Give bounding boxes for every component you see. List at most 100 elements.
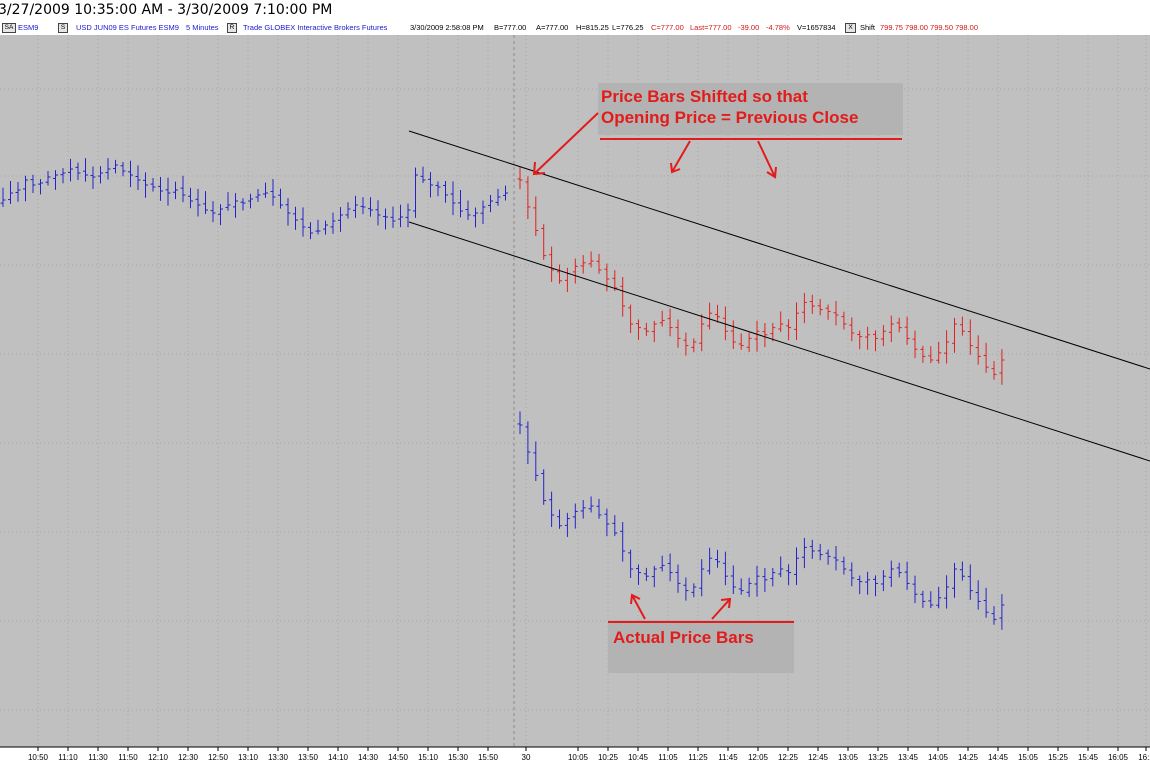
ohlc-bar-actual [715, 549, 720, 568]
ohlc-bar-actual [541, 469, 547, 505]
ohlc-bar-actual [248, 193, 253, 209]
ohlc-bar-actual [557, 509, 562, 529]
annotation-arrows-actual [630, 593, 732, 620]
ohlc-bar-actual [628, 549, 634, 578]
current-session-bars [517, 411, 1005, 630]
ohlc-bar-actual [880, 570, 886, 592]
ohlc-bar-actual [849, 562, 855, 587]
ohlc-bar-actual [967, 564, 973, 600]
ohlc-bar-actual [68, 158, 73, 182]
x-tick-label: 14:25 [958, 753, 979, 762]
ohlc-bar-actual [730, 565, 736, 595]
ohlc-bar-shifted [999, 349, 1005, 385]
ohlc-bar-actual [135, 165, 141, 190]
ohlc-bar-shifted [983, 342, 989, 373]
ohlc-bar-actual [255, 188, 261, 202]
high-text: H=815.25 [576, 23, 609, 32]
ohlc-bar-shifted [746, 332, 752, 352]
ohlc-bar-shifted [770, 322, 776, 342]
shift-label: Shift [860, 23, 876, 32]
ohlc-bar-actual [991, 606, 997, 625]
close-box[interactable]: X [845, 23, 856, 33]
x-tick-label: 14:50 [388, 753, 409, 762]
ohlc-bar-shifted [691, 338, 697, 353]
ohlc-bar-actual [612, 515, 618, 537]
ohlc-bar-shifted [857, 330, 863, 350]
x-tick-label: 14:10 [328, 753, 349, 762]
ohlc-bar-shifted [517, 166, 523, 190]
ohlc-bar-shifted [936, 341, 942, 364]
ohlc-bar-shifted [888, 315, 894, 343]
ohlc-bar-actual [285, 198, 291, 226]
ohlc-bar-actual [596, 498, 602, 519]
x-tick-label: 14:45 [988, 753, 1009, 762]
ohlc-bar-actual [443, 180, 448, 203]
last-text: Last=777.00 [690, 23, 732, 32]
shift-values: 799.75 798.00 799.50 798.00 [880, 23, 979, 32]
x-tick-label: 12:50 [208, 753, 229, 762]
x-tick-label: 10:50 [28, 753, 49, 762]
ohlc-bar-actual [338, 207, 343, 232]
ohlc-bar-actual [180, 175, 186, 203]
annotation-arrows-shifted [532, 112, 777, 179]
ohlc-bar-shifted [825, 304, 831, 320]
ohlc-bar-actual [240, 198, 246, 211]
ohlc-bar-actual [667, 553, 673, 582]
ohlc-bar-actual [383, 208, 388, 230]
ohlc-bar-actual [300, 207, 306, 237]
ohlc-bar-actual [375, 200, 381, 226]
ohlc-bar-shifted [722, 306, 728, 341]
ohlc-bar-actual [495, 188, 501, 206]
symbol-box-2[interactable]: S [58, 23, 68, 33]
ohlc-bar-shifted [628, 304, 634, 333]
ohlc-bar-actual [480, 200, 486, 224]
x-tick-label: 12:30 [178, 753, 199, 762]
close-text: C=777.00 [651, 23, 684, 32]
ohlc-bar-shifted [715, 304, 720, 323]
ohlc-bar-shifted [533, 196, 539, 237]
ohlc-bar-actual [98, 166, 103, 184]
ohlc-bar-actual [8, 180, 13, 204]
x-tick-label: 11:05 [658, 753, 678, 762]
shifted-bars [517, 166, 1005, 385]
bid-text: B=777.00 [494, 23, 527, 32]
symbol-text[interactable]: ESM9 [18, 23, 39, 32]
ohlc-bar-actual [75, 162, 81, 181]
ohlc-bar-actual [38, 178, 43, 195]
ohlc-bar-actual [458, 190, 463, 218]
x-tick-label: 11:25 [688, 753, 708, 762]
symbol-box[interactable]: SA [2, 23, 16, 33]
ohlc-bar-actual [330, 212, 336, 234]
x-tick-label: 14:05 [928, 753, 949, 762]
ohlc-bar-actual [912, 575, 918, 604]
ohlc-bar-shifted [880, 325, 886, 347]
interval-text[interactable]: 5 Minutes [186, 23, 219, 32]
ohlc-bar-actual [150, 178, 156, 192]
ohlc-bar-actual [270, 178, 276, 206]
ohlc-bar-actual [896, 562, 902, 578]
ohlc-bar-shifted [699, 314, 705, 352]
ohlc-bar-actual [580, 500, 586, 519]
ohlc-bar-shifted [659, 310, 665, 327]
ohlc-bar-actual [904, 561, 910, 590]
volume-text: V=1657834 [797, 23, 836, 32]
type-box[interactable]: R [227, 23, 237, 33]
ohlc-bar-shifted [754, 320, 760, 352]
ohlc-bar-actual [564, 512, 570, 537]
ohlc-bar-actual [920, 590, 926, 608]
x-tick-label: 10:45 [628, 753, 649, 762]
ohlc-bar-actual [428, 172, 433, 198]
ohlc-bar-shifted [683, 332, 689, 356]
ohlc-bar-actual [120, 161, 126, 177]
ohlc-bar-actual [210, 201, 216, 223]
ohlc-bar-actual [786, 564, 792, 586]
ohlc-bar-actual [473, 207, 478, 228]
ohlc-bar-actual [188, 187, 193, 209]
x-tick-label: 16:2 [1138, 753, 1150, 762]
ohlc-bar-shifted [580, 255, 586, 274]
price-chart[interactable]: Price Bars Shifted so that Opening Price… [0, 35, 1150, 775]
ohlc-bar-actual [754, 565, 760, 597]
ohlc-bar-actual [604, 508, 610, 537]
ohlc-bar-actual [549, 491, 555, 527]
ohlc-bar-shifted [549, 246, 555, 282]
